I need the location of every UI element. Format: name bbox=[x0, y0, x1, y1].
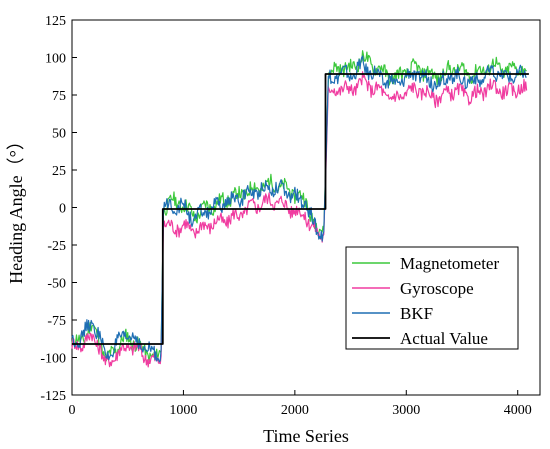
x-tick-label: 1000 bbox=[169, 403, 197, 418]
legend-entries: Magnetometer Gyroscope BKF Actual Value bbox=[352, 254, 499, 348]
y-tick-label: 50 bbox=[52, 127, 66, 142]
x-tick-label: 4000 bbox=[504, 403, 532, 418]
legend-label: BKF bbox=[400, 304, 433, 323]
legend-label: Gyroscope bbox=[400, 279, 474, 298]
x-axis-title: Time Series bbox=[263, 426, 349, 446]
y-tick-label: -25 bbox=[47, 239, 66, 254]
x-tick-label: 3000 bbox=[392, 403, 420, 418]
y-tick-label: -50 bbox=[47, 277, 66, 292]
legend-box bbox=[345, 246, 519, 350]
series-line-actual-value bbox=[72, 73, 529, 345]
y-tick-label: -125 bbox=[40, 389, 66, 404]
y-tick-label: -100 bbox=[40, 352, 66, 367]
y-tick-label: 125 bbox=[45, 14, 66, 29]
y-tick-label: 75 bbox=[52, 89, 66, 104]
y-tick-label: 100 bbox=[45, 52, 66, 67]
y-tick-label: 0 bbox=[59, 202, 66, 217]
series-layer bbox=[71, 50, 529, 368]
legend: Magnetometer Gyroscope BKF Actual Value bbox=[345, 246, 519, 350]
y-tick-label: 25 bbox=[52, 164, 66, 179]
x-tick-label: 0 bbox=[69, 403, 76, 418]
x-axis: 0 1000 2000 3000 4000 bbox=[69, 390, 532, 418]
y-tick-label: -75 bbox=[47, 314, 66, 329]
x-tick-label: 2000 bbox=[281, 403, 309, 418]
legend-label: Magnetometer bbox=[400, 254, 499, 273]
legend-label: Actual Value bbox=[400, 329, 488, 348]
y-axis-title: Heading Angle（°） bbox=[6, 132, 26, 284]
plot-area: 0 1000 2000 3000 4000 -125 -100 -75 -50 -25 0 25 50… bbox=[40, 14, 541, 418]
y-axis: -125 -100 -75 -50 -25 0 25 50 75 100 125 bbox=[40, 14, 77, 404]
